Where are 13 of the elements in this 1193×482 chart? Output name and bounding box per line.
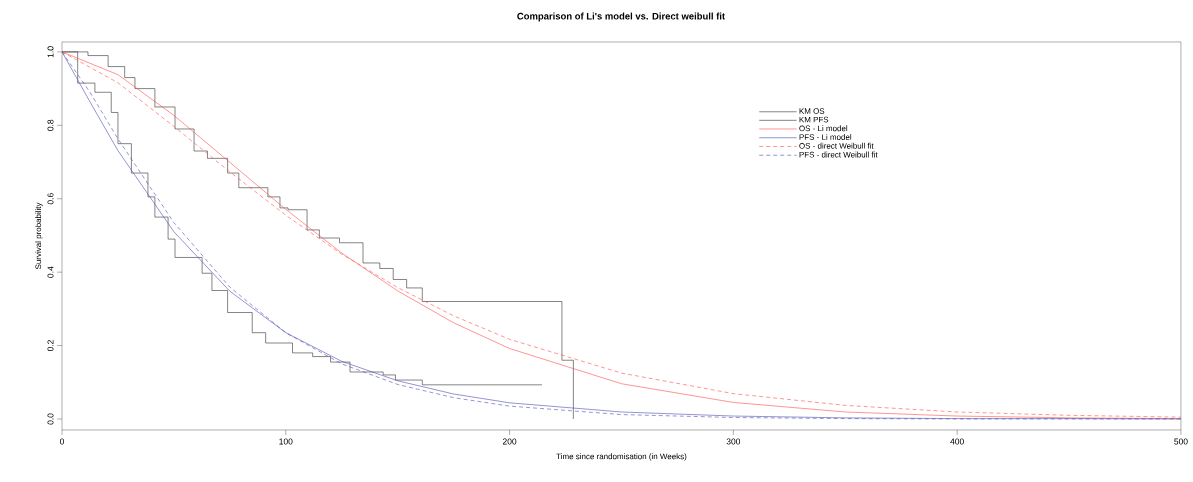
y-tick-label: 0.0 [47,413,54,425]
y-tick-label: 1.0 [47,46,54,58]
y-tick-label: 0.4 [47,266,54,278]
x-tick-label: 200 [502,438,517,445]
chart-title: Comparison of Li's model vs. Direct weibull fit [517,12,725,22]
x-tick-label: 100 [279,438,293,445]
x-tick-label: 0 [59,438,65,445]
y-tick-label: 0.6 [47,193,54,205]
y-tick-label: 0.2 [47,340,54,352]
x-tick-label: 400 [950,438,964,445]
x-tick-label: 500 [1174,438,1188,445]
y-tick-label: 0.8 [47,119,54,131]
x-tick-label: 300 [726,438,741,445]
